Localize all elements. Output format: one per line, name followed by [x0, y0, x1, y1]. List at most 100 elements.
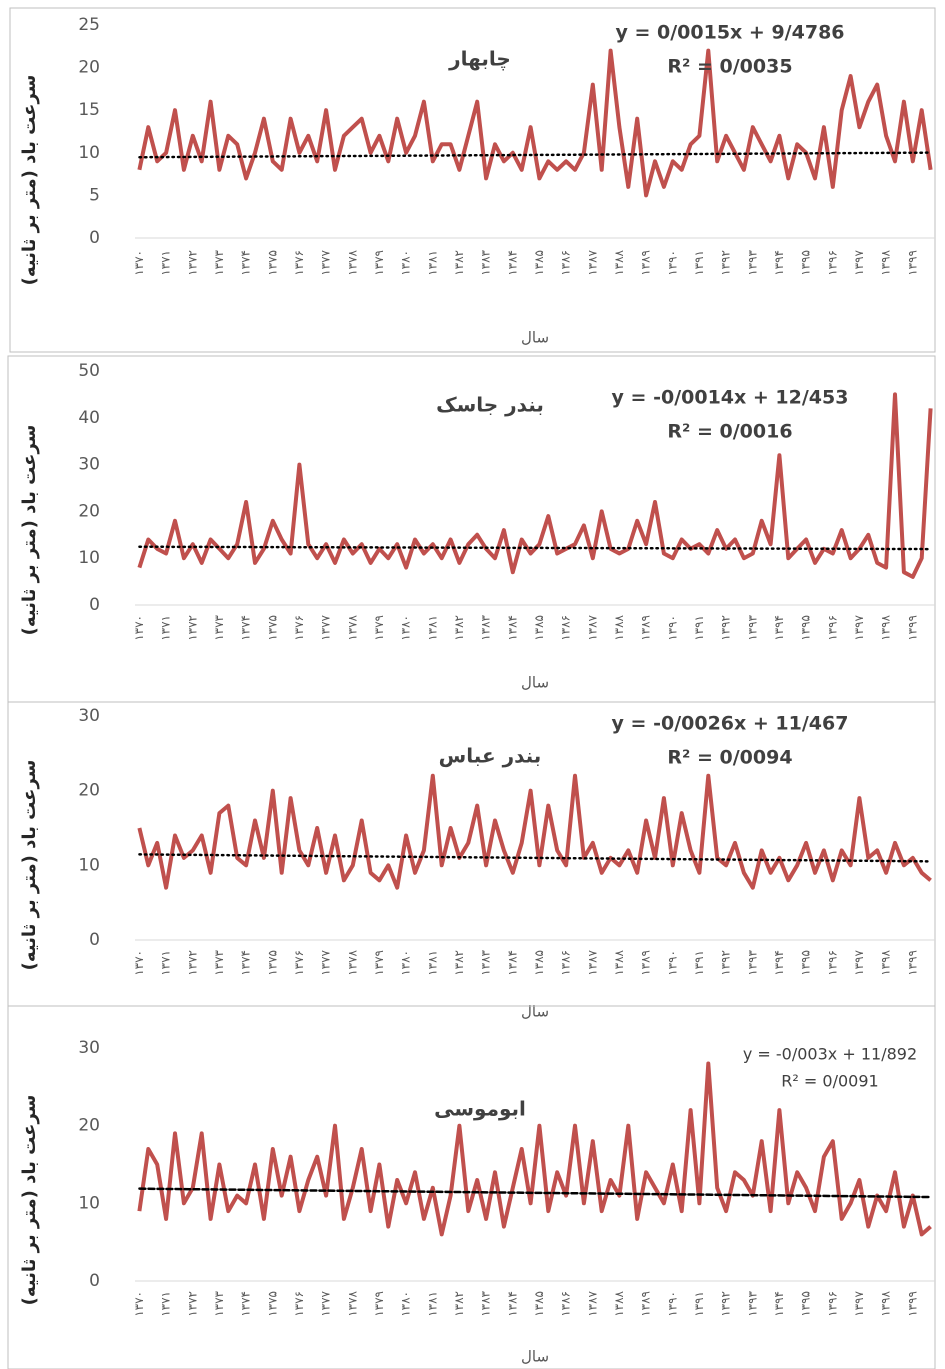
y-tick-label: 50	[78, 361, 100, 381]
y-tick-label: 40	[78, 408, 100, 428]
x-tick-label: ۱۳۹۷	[852, 949, 866, 975]
x-tick-label: ۱۳۸۶	[559, 950, 573, 976]
chart-title: بندر جاسک	[436, 393, 544, 417]
x-tick-label: ۱۳۷۵	[265, 1291, 279, 1317]
trend-r2: R² = 0/0091	[781, 1072, 878, 1091]
x-tick-label: ۱۳۸۱	[425, 250, 439, 276]
x-tick-label: ۱۳۷۸	[345, 949, 359, 975]
chart-panel: 0 5 10 15 20 25 ۱۳۷۰ ۱۳۷۱ ۱۳۷۲ ۱۳۷۳ ۱۳۷۴ ۱۳۷۵ ۱۳۷۶ ۱۳…	[9, 7, 936, 353]
trend-equation: y = 0/0015x + 9/4786	[615, 22, 844, 44]
y-axis-label: سرعت باد (متر بر ثانیه)	[19, 75, 40, 286]
x-axis-label: سال	[521, 674, 549, 692]
x-tick-label: ۱۳۸۲	[452, 615, 466, 641]
x-tick-label: ۱۳۹۵	[799, 250, 813, 276]
x-tick-label: ۱۳۹۵	[799, 1291, 813, 1317]
x-tick-label: ۱۳۷۵	[265, 615, 279, 641]
x-tick-label: ۱۳۷۴	[239, 950, 253, 976]
chart-title: چابهار	[448, 47, 511, 72]
x-tick-label: ۱۳۹۴	[772, 1291, 786, 1317]
x-tick-label: ۱۳۷۶	[292, 615, 306, 641]
x-tick-label: ۱۳۷۵	[265, 950, 279, 976]
x-tick-label: ۱۳۸۸	[612, 614, 626, 640]
x-tick-label: ۱۳۸۹	[639, 950, 653, 976]
x-tick-label: ۱۳۸۷	[585, 249, 599, 275]
x-tick-label: ۱۳۸۶	[559, 1291, 573, 1317]
trend-r2: R² = 0/0035	[667, 56, 792, 78]
x-tick-label: ۱۳۸۹	[639, 1291, 653, 1317]
x-tick-label: ۱۳۸۱	[425, 615, 439, 641]
x-tick-label: ۱۳۷۶	[292, 1291, 306, 1317]
y-tick-label: 20	[78, 501, 100, 521]
x-tick-label: ۱۳۷۳	[212, 1290, 226, 1316]
x-tick-label: ۱۳۸۳	[479, 1290, 493, 1316]
x-tick-label: ۱۳۷۱	[159, 250, 173, 276]
x-tick-label: ۱۳۷۷	[319, 949, 333, 975]
chart-panel: 0 10 20 30 40 50 ۱۳۷۰ ۱۳۷۱ ۱۳۷۲ ۱۳۷۳ ۱۳۷۴ ۱۳۷۵ ۱۳۷۶ ۱…	[7, 355, 936, 703]
x-tick-label: ۱۳۸۳	[479, 614, 493, 640]
panel-border	[9, 7, 936, 353]
x-tick-label: ۱۳۹۹	[905, 1291, 919, 1317]
x-tick-label: ۱۳۷۵	[265, 250, 279, 276]
y-tick-label: 30	[78, 706, 100, 726]
x-tick-label: ۱۳۷۸	[345, 1290, 359, 1316]
x-tick-label: ۱۳۹۴	[772, 615, 786, 641]
x-tick-label: ۱۳۸۵	[532, 250, 546, 276]
x-tick-label: ۱۳۷۲	[185, 250, 199, 276]
x-tick-label: ۱۳۸۶	[559, 250, 573, 276]
x-tick-label: ۱۳۸۷	[585, 1290, 599, 1316]
x-tick-label: ۱۳۸۲	[452, 250, 466, 276]
x-tick-label: ۱۳۸۱	[425, 1291, 439, 1317]
x-tick-label: ۱۳۷۶	[292, 950, 306, 976]
y-tick-label: 0	[89, 595, 100, 615]
x-tick-label: ۱۳۹۶	[825, 950, 839, 976]
chart-panel: 0 10 20 30 ۱۳۷۰ ۱۳۷۱ ۱۳۷۲ ۱۳۷۳ ۱۳۷۴ ۱۳۷۵ ۱۳۷۶ ۱۳۷۷ ۱…	[7, 701, 936, 1021]
x-axis-label: سال	[521, 329, 549, 347]
x-tick-label: ۱۳۸۹	[639, 250, 653, 276]
trend-r2: R² = 0/0016	[667, 421, 792, 443]
y-tick-label: 5	[89, 185, 100, 205]
x-tick-label: ۱۳۷۹	[372, 615, 386, 641]
x-tick-label: ۱۳۷۰	[132, 950, 146, 976]
y-tick-label: 10	[78, 1193, 100, 1213]
x-tick-label: ۱۳۷۲	[185, 950, 199, 976]
x-tick-label: ۱۳۷۲	[185, 615, 199, 641]
x-tick-label: ۱۳۸۰	[399, 950, 413, 976]
x-tick-label: ۱۳۸۸	[612, 949, 626, 975]
x-tick-label: ۱۳۹۸	[879, 614, 893, 640]
x-tick-label: ۱۳۹۶	[825, 250, 839, 276]
x-tick-label: ۱۳۹۵	[799, 615, 813, 641]
x-tick-label: ۱۳۸۴	[505, 250, 519, 276]
chart-title: ابوموسی	[434, 1097, 526, 1121]
trend-equation: y = -0/0014x + 12/453	[612, 387, 849, 409]
x-tick-label: ۱۳۷۰	[132, 615, 146, 641]
x-tick-label: ۱۳۹۶	[825, 1291, 839, 1317]
x-tick-label: ۱۳۹۹	[905, 950, 919, 976]
y-tick-label: 30	[78, 1038, 100, 1058]
x-tick-label: ۱۳۷۹	[372, 250, 386, 276]
x-tick-label: ۱۳۸۷	[585, 614, 599, 640]
y-tick-label: 0	[89, 1271, 100, 1291]
trend-line	[138, 1187, 932, 1199]
trend-equation: y = -0/003x + 11/892	[743, 1045, 917, 1064]
x-tick-label: ۱۳۹۸	[879, 949, 893, 975]
y-tick-label: 10	[78, 855, 100, 875]
x-tick-label: ۱۳۸۲	[452, 950, 466, 976]
x-tick-label: ۱۳۷۳	[212, 949, 226, 975]
y-tick-label: 10	[78, 548, 100, 568]
x-tick-label: ۱۳۷۳	[212, 249, 226, 275]
x-tick-label: ۱۳۸۲	[452, 1291, 466, 1317]
y-axis-label: سرعت باد (متر بر ثانیه)	[19, 1095, 40, 1306]
x-tick-label: ۱۳۷۴	[239, 250, 253, 276]
x-tick-label: ۱۳۸۳	[479, 949, 493, 975]
x-tick-label: ۱۳۷۹	[372, 950, 386, 976]
x-tick-label: ۱۳۹۹	[905, 615, 919, 641]
x-tick-label: ۱۳۸۸	[612, 1290, 626, 1316]
x-tick-label: ۱۳۷۸	[345, 249, 359, 275]
x-tick-label: ۱۳۸۵	[532, 950, 546, 976]
x-tick-label: ۱۳۹۷	[852, 1290, 866, 1316]
x-tick-label: ۱۳۹۰	[665, 950, 679, 976]
x-tick-label: ۱۳۷۰	[132, 250, 146, 276]
x-tick-label: ۱۳۷۶	[292, 250, 306, 276]
x-tick-label: ۱۳۹۴	[772, 250, 786, 276]
